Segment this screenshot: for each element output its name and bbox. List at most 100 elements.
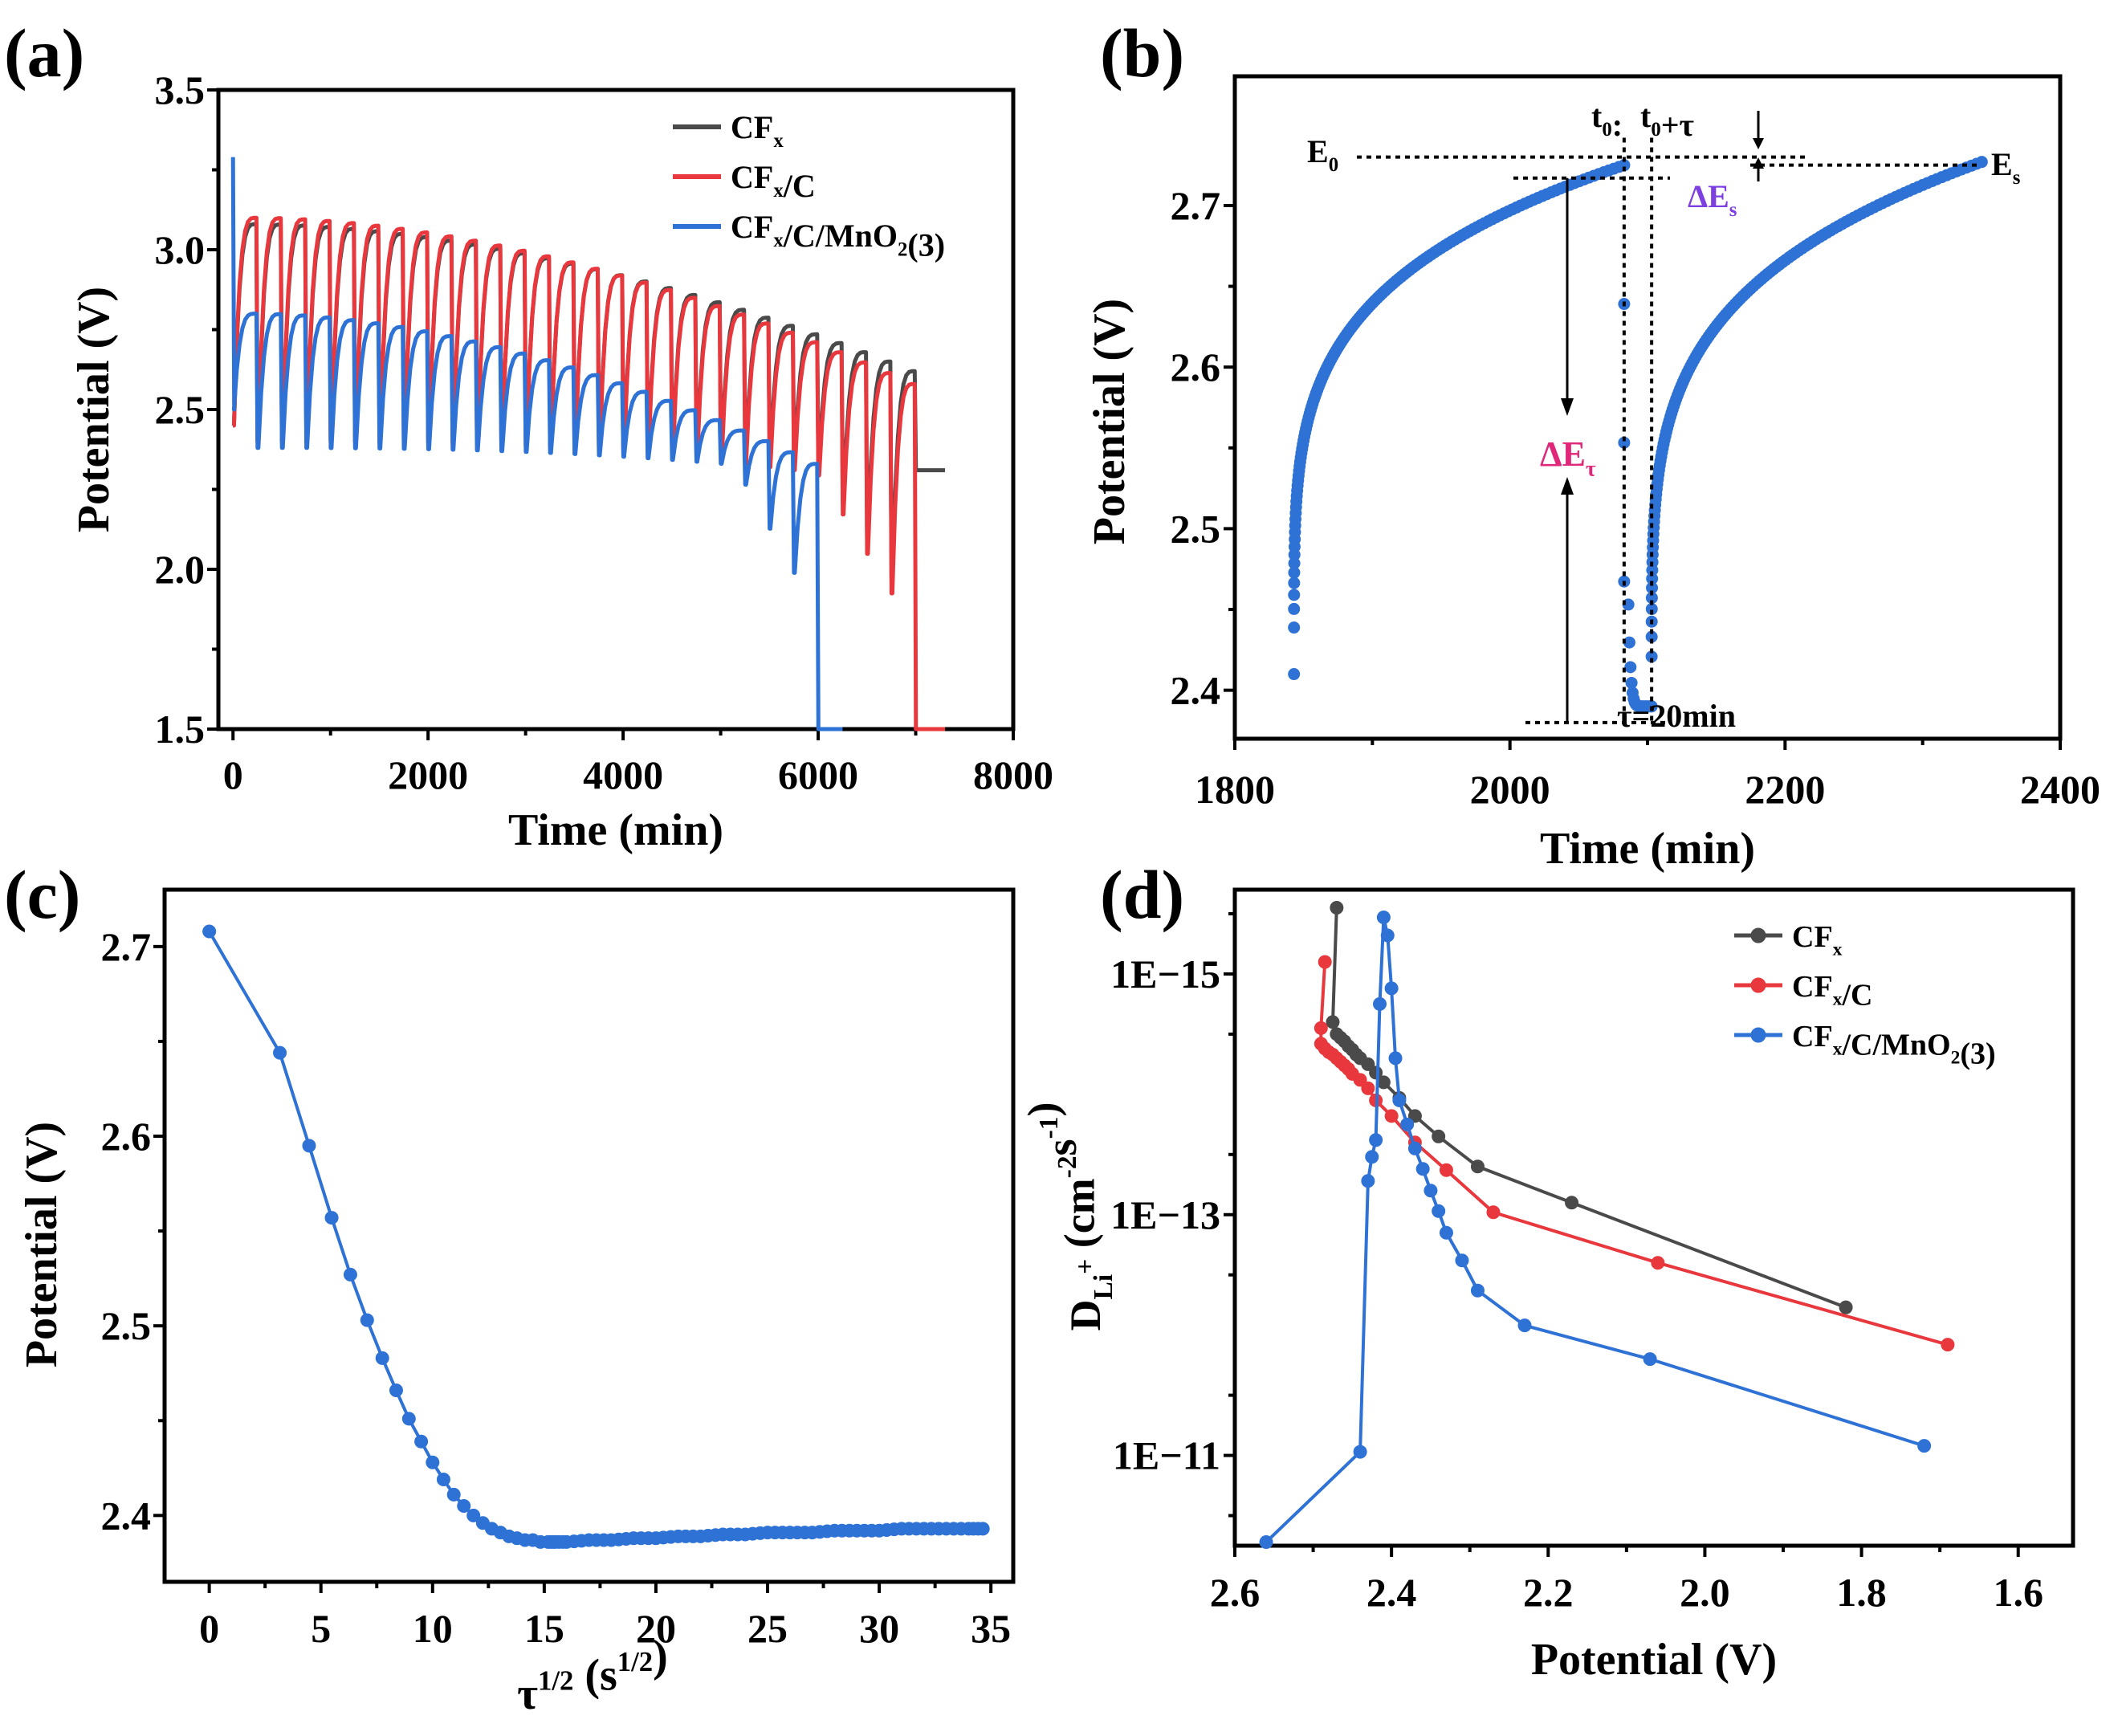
- data-point: [1330, 900, 1344, 915]
- data-point: [1624, 661, 1637, 674]
- es-arrowhead-top: [1753, 138, 1764, 149]
- data-point: [1326, 1015, 1340, 1029]
- y-tick-label: 1E−11: [1113, 1433, 1220, 1478]
- x-tick-label: 5: [311, 1606, 331, 1651]
- x-tick-label: 1.8: [1836, 1570, 1887, 1615]
- data-point: [1384, 1109, 1399, 1123]
- annotation-es: Es: [1991, 146, 2021, 189]
- panel-label: (b): [1100, 14, 1184, 92]
- data-point: [976, 1522, 990, 1536]
- x-tick-label: 10: [413, 1606, 453, 1651]
- data-point: [1432, 1129, 1446, 1143]
- y-tick-label: 2.5: [155, 387, 206, 432]
- x-tick-label: 0: [223, 752, 243, 797]
- data-point: [1288, 589, 1301, 601]
- data-point: [273, 1045, 287, 1060]
- x-tick-label: 2000: [1470, 767, 1550, 812]
- data-point: [1565, 1196, 1579, 1210]
- legend-label: CFx/C/MnO2(3): [1792, 1020, 1996, 1070]
- data-point: [1369, 1133, 1383, 1147]
- data-point: [1455, 1253, 1469, 1268]
- panel-c: (c) 0 5 10 15 20 25 30 35 2.4 2.5 2.6 2.7 τ1/2 (s1/2)…: [4, 856, 1016, 1719]
- data-point: [1407, 1141, 1422, 1155]
- data-point: [360, 1313, 374, 1327]
- arrow-down-head: [1561, 398, 1574, 416]
- data-point: [1365, 1150, 1379, 1164]
- legend-label: CFx/C/MnO2(3): [731, 209, 945, 263]
- data-point: [1392, 1093, 1407, 1107]
- plot-frame: [1232, 887, 2075, 1548]
- y-tick-label: 3.0: [155, 227, 206, 272]
- data-point: [389, 1383, 403, 1397]
- data-point: [457, 1499, 471, 1514]
- data-point: [302, 1139, 316, 1153]
- x-tick-label: 6000: [778, 752, 858, 797]
- x-axis-label: Time (min): [508, 805, 723, 855]
- data-point: [1388, 1051, 1403, 1066]
- annotation-t0-tau: t0+τ: [1640, 98, 1694, 143]
- data-point: [1353, 1073, 1367, 1087]
- data-point: [1288, 668, 1301, 681]
- data-point: [1424, 1184, 1438, 1198]
- data-point: [343, 1267, 357, 1282]
- legend-marker: [1750, 1027, 1766, 1043]
- data-point: [1361, 1057, 1375, 1071]
- data-point: [446, 1487, 461, 1502]
- x-tick-label: 35: [971, 1606, 1011, 1651]
- data-point: [1259, 1535, 1273, 1550]
- legend-label: CFx/C: [731, 159, 816, 204]
- y-axis-label: Potential (V): [69, 287, 119, 532]
- panel-a: (a) 0 2000 4000 6000 8000 1.5 2.0 2.5 3.0 3.5 Time …: [4, 14, 1053, 855]
- data-point: [426, 1455, 440, 1469]
- data-point: [1314, 1021, 1328, 1035]
- data-point: [401, 1412, 416, 1426]
- y-tick-label: 2.5: [1171, 506, 1221, 551]
- y-tick-label: 1E−13: [1110, 1192, 1220, 1237]
- data-point: [1318, 955, 1332, 969]
- panel-label: (d): [1100, 856, 1184, 933]
- data-point: [1439, 1163, 1453, 1177]
- data-point: [1353, 1445, 1367, 1459]
- legend-label: CFx/C: [1792, 970, 1872, 1013]
- x-tick-label: 2.6: [1210, 1570, 1261, 1615]
- y-tick-label: 3.5: [155, 67, 206, 112]
- x-tick-label: 20: [636, 1606, 676, 1651]
- x-tick-label: 2.4: [1367, 1570, 1417, 1615]
- y-tick-label: 2.0: [155, 547, 206, 592]
- annotation-t0: t0:: [1591, 98, 1623, 143]
- data-point: [1486, 1205, 1501, 1220]
- data-point: [1917, 1439, 1932, 1453]
- series-line: [230, 157, 843, 731]
- legend-label: CFx: [731, 109, 784, 152]
- panel-label: (a): [4, 14, 84, 92]
- x-tick-label: 1800: [1195, 767, 1275, 812]
- arrow-up-head: [1561, 477, 1574, 495]
- es-arrowhead-bottom: [1753, 157, 1764, 169]
- data-point: [1415, 1162, 1430, 1176]
- data-point: [1288, 577, 1301, 589]
- y-tick-label: 2.6: [101, 1114, 152, 1159]
- x-axis-label: Potential (V): [1531, 1635, 1777, 1685]
- data-point: [1517, 1318, 1532, 1333]
- data-point: [1376, 910, 1391, 924]
- data-point: [1651, 1256, 1665, 1270]
- y-tick-label: 2.5: [101, 1303, 152, 1348]
- data-point: [466, 1508, 481, 1522]
- y-axis-label: DLi+ (cm-2s-1): [1019, 1102, 1118, 1331]
- data-point: [1380, 928, 1395, 943]
- y-axis-label: Potential (V): [17, 1122, 67, 1367]
- data-point: [1288, 621, 1301, 634]
- series-line: [231, 215, 945, 731]
- x-tick-label: 2200: [1745, 767, 1825, 812]
- data-point: [202, 924, 217, 939]
- x-tick-label: 2400: [2020, 767, 2100, 812]
- plot-frame: [162, 887, 1016, 1584]
- x-tick-label: 1.6: [1993, 1570, 2043, 1615]
- panel-d: (d) 2.6 2.4 2.2 2.0 1.8 1.6 1E−15 1E−13 1E−11 Pote…: [1019, 856, 2075, 1685]
- data-point: [1400, 1117, 1415, 1131]
- data-point: [414, 1434, 429, 1449]
- data-point: [1839, 1300, 1853, 1314]
- series-line: [207, 930, 984, 1544]
- data-point: [1288, 602, 1301, 615]
- data-point: [1432, 1204, 1446, 1218]
